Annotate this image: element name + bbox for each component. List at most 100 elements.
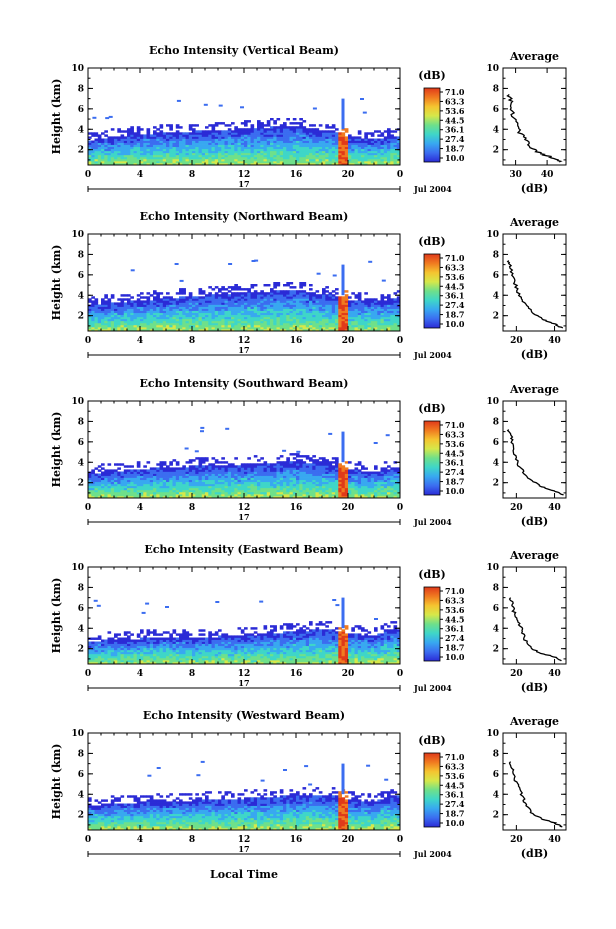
heatmap-cell [97, 314, 102, 318]
heatmap-cell [279, 124, 284, 127]
heatmap-cell [302, 308, 307, 311]
heatmap-cell [107, 146, 112, 150]
heatmap-cell [315, 483, 320, 487]
heatmap-cell [159, 461, 164, 464]
heatmap-cell [127, 314, 131, 318]
heatmap-cell [211, 296, 216, 299]
heatmap-cell [289, 158, 294, 162]
heatmap-cell [257, 471, 261, 474]
panel-title: Echo Intensity (Vertical Beam) [149, 44, 339, 57]
heatmap-cell [338, 324, 342, 328]
heatmap-cell [276, 148, 281, 152]
heatmap-cell [188, 459, 193, 462]
heatmap-cell [208, 154, 212, 158]
heatmap-cell [130, 475, 134, 478]
heatmap-cell [192, 312, 196, 316]
heatmap-cell [279, 473, 284, 476]
heatmap-cell [260, 473, 264, 476]
heatmap-cell [130, 473, 134, 476]
heatmap-cell [335, 156, 339, 160]
heatmap-cell [101, 487, 105, 491]
heatmap-cell [253, 485, 258, 489]
heatmap-cell [192, 138, 196, 141]
heatmap-cell [289, 475, 294, 478]
heatmap-cell [227, 124, 232, 127]
heatmap-cell [315, 300, 320, 303]
heatmap-cell [205, 132, 209, 135]
heatmap-cell [240, 288, 245, 291]
heatmap-cell [192, 148, 196, 152]
heatmap-cell [325, 146, 329, 150]
heatmap-cell [279, 471, 284, 474]
heatmap-cell [361, 300, 365, 303]
heatmap-cell [130, 312, 134, 316]
heatmap-cell [315, 312, 320, 316]
heatmap-cell [377, 300, 381, 303]
heatmap-cell [130, 136, 134, 139]
heatmap-cell [289, 282, 294, 285]
heatmap-cell [192, 152, 196, 156]
heatmap-cell [166, 314, 170, 318]
heatmap-cell [153, 477, 157, 481]
heatmap-cell [107, 496, 112, 499]
heatmap-cell [260, 138, 264, 141]
heatmap-cell [182, 146, 186, 150]
heatmap-cell [341, 138, 346, 141]
heatmap-cell [133, 134, 138, 137]
heatmap-cell [169, 144, 173, 148]
heatmap-cell [179, 493, 183, 497]
heatmap-cell [159, 467, 164, 470]
heatmap-cell [348, 326, 352, 330]
heatmap-cell [179, 489, 183, 493]
heatmap-cell [169, 146, 173, 150]
heatmap-cell [374, 306, 378, 309]
heatmap-cell [279, 150, 284, 154]
heatmap-cell [153, 132, 157, 135]
heatmap-cell [393, 152, 398, 156]
heatmap-cell [266, 158, 271, 162]
heatmap-cell [383, 320, 388, 324]
heatmap-cell [205, 150, 209, 154]
heatmap-cell [283, 322, 287, 326]
heatmap-cell [270, 463, 274, 466]
heatmap-cell [305, 296, 310, 299]
heatmap-cell [260, 130, 264, 133]
heatmap-cell [146, 477, 151, 481]
heatmap-cell [270, 471, 274, 474]
heatmap-cell [156, 310, 160, 314]
heatmap-cell [110, 493, 115, 497]
heatmap-cell [101, 314, 105, 318]
heatmap-cell [305, 457, 310, 460]
heatmap-cell [266, 475, 271, 478]
heatmap-cell [260, 156, 264, 160]
heatmap-cell [260, 318, 264, 322]
heatmap-cell [244, 300, 248, 303]
heatmap-cell [370, 298, 375, 301]
heatmap-cell [387, 310, 391, 314]
heatmap-cell [120, 302, 125, 305]
heatmap-cell [114, 487, 118, 491]
heatmap-cell [205, 294, 209, 297]
heatmap-cell [257, 308, 261, 311]
heatmap-cell [266, 302, 271, 305]
heatmap-cell [227, 326, 232, 330]
heatmap-cell [130, 296, 134, 299]
heatmap-cell [364, 329, 368, 332]
heatmap-cell [273, 308, 277, 311]
heatmap-cell [240, 150, 245, 154]
heatmap-cell [276, 308, 281, 311]
heatmap-cell [253, 163, 258, 166]
heatmap-cell [266, 463, 271, 466]
heatmap-cell [114, 489, 118, 493]
x-tick-label: 0 [397, 170, 403, 180]
heatmap-cell [328, 314, 333, 318]
heatmap-cell [221, 142, 225, 145]
heatmap-cell [94, 496, 99, 499]
heatmap-cell [136, 134, 141, 137]
heatmap-cell [260, 314, 264, 318]
heatmap-cell [88, 142, 92, 145]
heatmap-cell [322, 310, 326, 314]
heatmap-cell [302, 475, 307, 478]
heatmap-cell [149, 487, 154, 491]
heatmap-cell [156, 322, 160, 326]
